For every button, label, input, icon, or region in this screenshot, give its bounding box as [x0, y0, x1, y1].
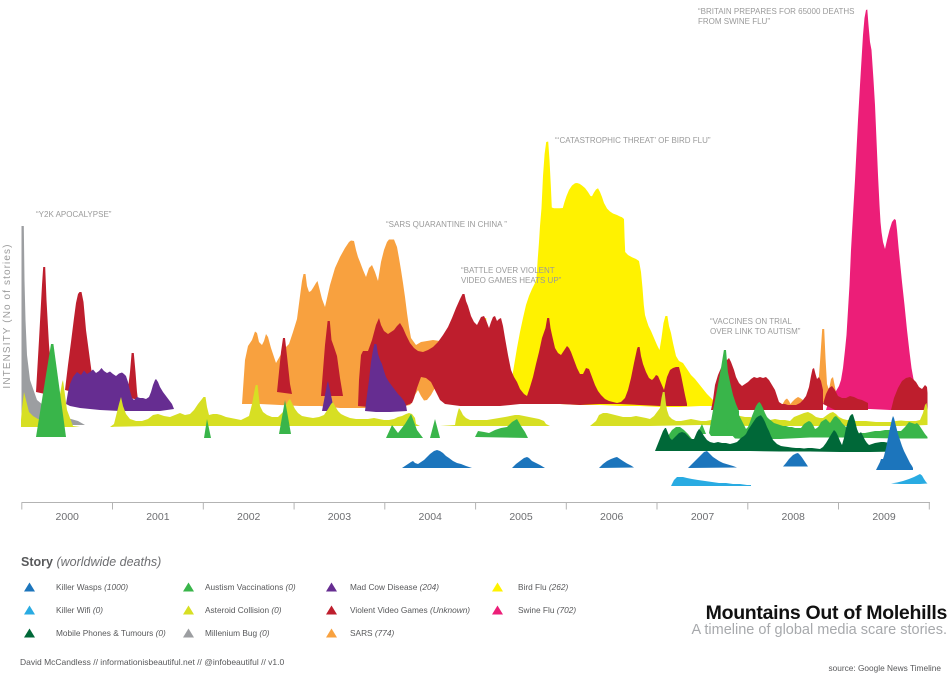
svg-text:Austism Vaccinations (0): Austism Vaccinations (0)	[205, 582, 296, 592]
svg-text:SARS (774): SARS (774)	[350, 628, 395, 638]
svg-text:2005: 2005	[509, 511, 533, 523]
svg-text:“BRITAIN PREPARES FOR 65000 DE: “BRITAIN PREPARES FOR 65000 DEATHS	[698, 7, 854, 16]
svg-text:“VACCINES ON TRIAL: “VACCINES ON TRIAL	[710, 317, 792, 326]
svg-text:Bird Flu (262): Bird Flu (262)	[518, 582, 568, 592]
svg-text:“‘CATASTROPHIC THREAT’ OF BIRD: “‘CATASTROPHIC THREAT’ OF BIRD FLU”	[555, 136, 711, 145]
svg-text:Violent Video Games (Unknown): Violent Video Games (Unknown)	[350, 605, 470, 615]
svg-text:“SARS QUARANTINE IN CHINA ”: “SARS QUARANTINE IN CHINA ”	[386, 220, 507, 229]
svg-text:David McCandless // informatio: David McCandless // informationisbeautif…	[20, 657, 285, 667]
svg-text:A timeline of global media sca: A timeline of global media scare stories…	[692, 622, 948, 638]
svg-text:source: Google News Timeline: source: Google News Timeline	[828, 663, 941, 673]
svg-text:Story (worldwide deaths): Story (worldwide deaths)	[21, 555, 161, 569]
svg-text:Mad Cow Disease (204): Mad Cow Disease (204)	[350, 582, 439, 592]
svg-text:2001: 2001	[146, 511, 170, 523]
svg-text:Millenium Bug (0): Millenium Bug (0)	[205, 628, 270, 638]
svg-text:2003: 2003	[328, 511, 352, 523]
svg-text:2006: 2006	[600, 511, 624, 523]
svg-text:Killer Wasps (1000): Killer Wasps (1000)	[56, 582, 128, 592]
svg-text:OVER LINK TO AUTISM”: OVER LINK TO AUTISM”	[710, 327, 801, 336]
svg-text:2008: 2008	[782, 511, 806, 523]
svg-text:Mobile Phones & Tumours (0): Mobile Phones & Tumours (0)	[56, 628, 166, 638]
svg-text:VIDEO GAMES HEATS UP”: VIDEO GAMES HEATS UP”	[461, 276, 562, 285]
svg-text:Asteroid Collision (0): Asteroid Collision (0)	[205, 605, 282, 615]
svg-text:Mountains Out of Molehills: Mountains Out of Molehills	[706, 602, 948, 624]
svg-text:2009: 2009	[872, 511, 896, 523]
svg-text:Killer Wifi (0): Killer Wifi (0)	[56, 605, 103, 615]
svg-text:“BATTLE OVER VIOLENT: “BATTLE OVER VIOLENT	[461, 266, 555, 275]
svg-text:2004: 2004	[419, 511, 443, 523]
svg-text:2007: 2007	[691, 511, 715, 523]
svg-text:2002: 2002	[237, 511, 261, 523]
svg-text:FROM SWINE FLU”: FROM SWINE FLU”	[698, 17, 770, 26]
svg-text:INTENSITY (No of stories): INTENSITY (No of stories)	[2, 243, 13, 388]
svg-text:Swine Flu (702): Swine Flu (702)	[518, 605, 576, 615]
svg-text:“Y2K APOCALYPSE”: “Y2K APOCALYPSE”	[36, 210, 112, 219]
svg-text:2000: 2000	[56, 511, 80, 523]
